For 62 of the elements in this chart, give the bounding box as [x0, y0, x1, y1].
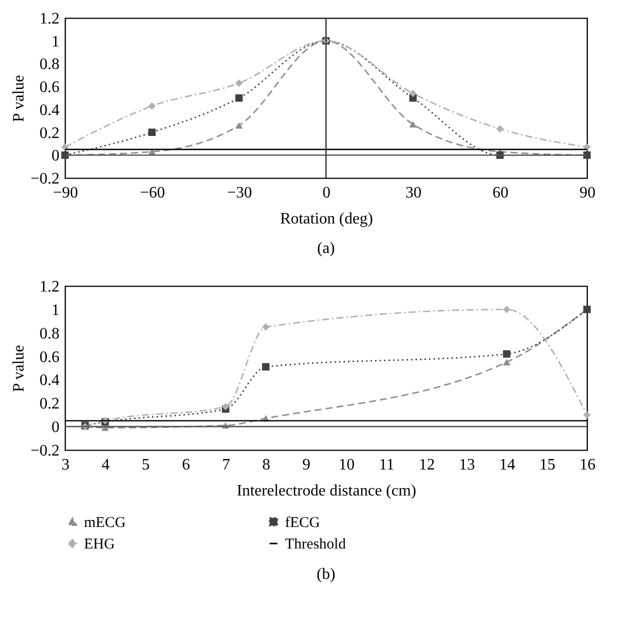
x-tick-label: 30 — [406, 184, 422, 202]
y-tick-label: 0.6 — [40, 79, 60, 96]
legend-label: EHG — [84, 536, 115, 552]
x-tick-label: 4 — [102, 456, 110, 474]
y-tick-label: 0.4 — [40, 102, 60, 119]
x-tick-label: 3 — [62, 456, 70, 474]
x-tick-label: 15 — [539, 456, 556, 474]
x-tick-label: 16 — [580, 456, 596, 474]
point — [148, 128, 156, 136]
point — [496, 125, 504, 133]
point — [235, 79, 243, 87]
point — [502, 306, 510, 314]
x-tick-label: 14 — [499, 456, 516, 474]
x-tick-label: −30 — [226, 184, 252, 202]
point — [583, 143, 591, 151]
y-tick-label: 1 — [52, 33, 60, 50]
point — [502, 350, 510, 358]
x-tick-label: 5 — [142, 456, 150, 474]
text: (a) — [317, 240, 335, 257]
point — [409, 121, 417, 128]
legend-label: mECG — [84, 514, 126, 531]
y-tick-label: 0.4 — [40, 372, 60, 390]
y-tick-label: 0.6 — [40, 348, 60, 366]
x-tick-label: 60 — [492, 184, 508, 202]
y-tick-label: 0.2 — [40, 124, 60, 142]
x-tick-label: 11 — [379, 456, 394, 474]
y-tick-label: 1.2 — [40, 278, 60, 296]
point — [148, 102, 156, 110]
legend-label: Threshold — [285, 536, 346, 552]
x-tick-label: 90 — [580, 184, 596, 202]
x-tick-label: 0 — [322, 184, 330, 202]
point — [61, 143, 69, 151]
point — [409, 90, 417, 98]
x-tick-label: 7 — [222, 456, 230, 474]
y-tick-label: 1 — [52, 302, 60, 319]
x-tick-label: 8 — [262, 456, 270, 474]
point — [502, 358, 510, 366]
x-tick-label: 12 — [418, 456, 435, 474]
x-tick-label: 6 — [182, 456, 190, 474]
x-tick-label: −60 — [140, 184, 166, 202]
x-tick-label: −90 — [52, 184, 78, 202]
legend-label: fECG — [285, 514, 320, 531]
y-axis-title: P value — [10, 345, 28, 392]
point — [235, 122, 243, 129]
point — [583, 411, 591, 419]
y-tick-label: −0.2 — [30, 170, 60, 188]
text: (b) — [316, 566, 336, 583]
point — [222, 402, 230, 410]
y-tick-label: 1.2 — [40, 10, 60, 28]
point — [262, 363, 270, 371]
x-axis-title: Interelectrode distance (cm) — [236, 482, 416, 500]
x-axis-title: Rotation (deg) — [280, 210, 373, 228]
y-tick-label: 0.2 — [40, 396, 60, 413]
x-tick-label: 13 — [459, 456, 476, 474]
x-tick-label: 10 — [338, 456, 355, 474]
y-tick-label: 0 — [52, 148, 60, 165]
y-tick-label: 0.8 — [40, 325, 60, 342]
y-axis-title: P value — [10, 75, 28, 122]
y-tick-label: 0.8 — [40, 56, 60, 74]
y-tick-label: 0 — [52, 419, 60, 436]
y-tick-label: −0.2 — [30, 442, 60, 460]
x-tick-label: 9 — [302, 456, 310, 474]
